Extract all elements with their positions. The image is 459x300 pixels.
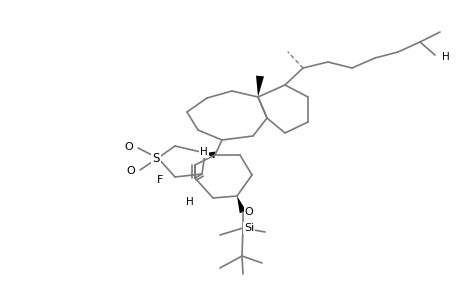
Text: O: O (244, 207, 253, 217)
Text: H: H (200, 147, 207, 157)
Text: H: H (441, 52, 449, 62)
Text: H: H (186, 197, 193, 207)
Text: F: F (157, 175, 163, 185)
Polygon shape (205, 152, 215, 158)
Polygon shape (236, 196, 246, 213)
Text: O: O (124, 142, 133, 152)
Text: Si: Si (243, 223, 253, 233)
Text: O: O (126, 166, 135, 176)
Text: S: S (152, 152, 159, 164)
Polygon shape (256, 76, 263, 97)
